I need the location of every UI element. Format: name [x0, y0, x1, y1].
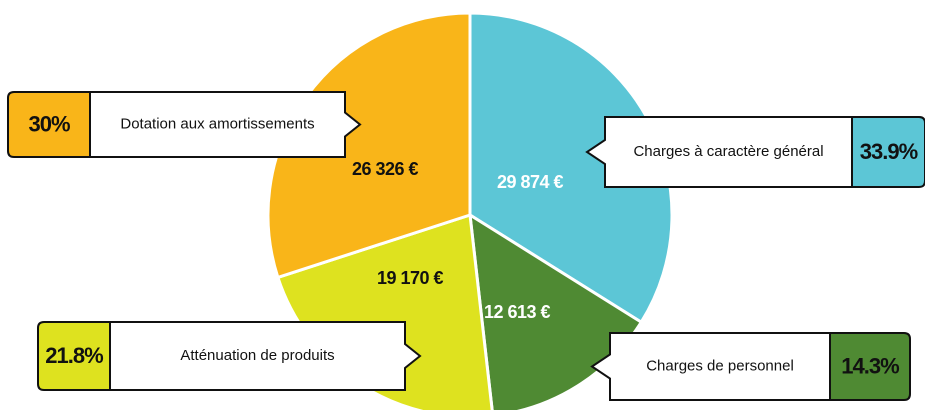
- callout-border: [7, 91, 362, 158]
- callout-bg: [587, 117, 925, 187]
- percent-box: [852, 117, 925, 187]
- amount-label: 12 613 €: [484, 302, 551, 322]
- category-label: Atténuation de produits: [180, 347, 334, 364]
- percent-label: 33.9%: [860, 139, 918, 164]
- percent-label: 30%: [28, 111, 69, 136]
- percent-box: [830, 333, 910, 400]
- callout-border: [37, 321, 422, 391]
- amount-label: 19 170 €: [377, 268, 444, 288]
- percent-label: 14.3%: [841, 353, 899, 378]
- amount-label: 29 874 €: [497, 172, 564, 192]
- callout-bg: [38, 322, 420, 390]
- callout-border: [590, 332, 911, 401]
- category-label: Dotation aux amortissements: [120, 115, 314, 132]
- category-label: Charges de personnel: [646, 357, 794, 374]
- amount-label: 26 326 €: [352, 159, 419, 179]
- percent-box: [38, 322, 110, 390]
- category-label: Charges à caractère général: [633, 143, 823, 160]
- percent-box: [8, 92, 90, 157]
- percent-label: 21.8%: [45, 343, 103, 368]
- callout-bg: [8, 92, 360, 157]
